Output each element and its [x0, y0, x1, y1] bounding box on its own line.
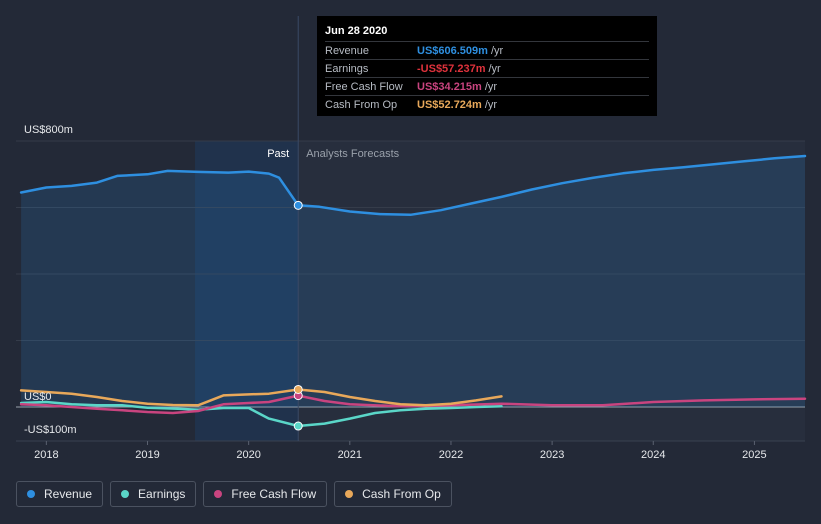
tooltip-unit: /yr: [484, 98, 498, 111]
hover-tooltip: Jun 28 2020 Revenue US$606.509m /yr Earn…: [317, 16, 657, 116]
tooltip-label: Revenue: [325, 44, 370, 57]
tooltip-value: US$34.215m: [417, 80, 482, 93]
x-tick-label: 2023: [540, 449, 564, 461]
tooltip-unit: /yr: [484, 80, 498, 93]
legend-dot-icon: [214, 490, 223, 498]
x-tick-label: 2024: [641, 449, 665, 461]
tooltip-label: Earnings: [325, 62, 369, 75]
line-cash-from-op: [19, 388, 503, 407]
tooltip-row-free-cash-flow: Free Cash Flow US$34.215m /yr: [325, 77, 649, 95]
forecast-shade: [298, 141, 805, 441]
x-tick-label: 2025: [742, 449, 766, 461]
tooltip-value: -US$57.237m: [417, 62, 486, 75]
legend-item-cash-from-op[interactable]: Cash From Op: [334, 481, 452, 507]
y-tick-label-zero: US$0: [24, 391, 52, 403]
tooltip-row-cash-from-op: Cash From Op US$52.724m /yr: [325, 95, 649, 113]
legend-dot-icon: [27, 490, 35, 498]
hover-markers: [293, 200, 303, 431]
line-earnings: [19, 400, 503, 428]
x-tick-label: 2019: [135, 449, 159, 461]
legend-item-earnings[interactable]: Earnings: [110, 481, 197, 507]
line-revenue: [19, 154, 807, 217]
x-axis-ticks: 2018 2019 2020 2021 2022 2023 2024 2025: [34, 441, 767, 461]
tooltip-value: US$52.724m: [417, 98, 482, 111]
legend-item-revenue[interactable]: Revenue: [16, 481, 104, 507]
marker-revenue: [293, 200, 303, 210]
x-tick-label: 2018: [34, 449, 58, 461]
tooltip-unit: /yr: [490, 44, 504, 57]
forecast-label: Analysts Forecasts: [306, 148, 399, 160]
legend-label: Free Cash Flow: [231, 487, 317, 501]
tooltip-unit: /yr: [488, 62, 501, 75]
legend-label: Cash From Op: [362, 487, 441, 501]
tooltip-date: Jun 28 2020: [325, 25, 388, 37]
tooltip-row-earnings: Earnings -US$57.237m /yr: [325, 59, 649, 77]
legend-label: Revenue: [44, 487, 93, 501]
tooltip-label: Cash From Op: [325, 98, 398, 111]
marker-cash-from-op: [293, 384, 303, 394]
x-tick-label: 2021: [338, 449, 362, 461]
area-revenue: [21, 156, 806, 407]
area-fills: [21, 156, 806, 407]
legend-dot-icon: [345, 490, 354, 498]
legend-dot-icon: [121, 490, 130, 498]
x-tick-label: 2020: [236, 449, 260, 461]
marker-earnings: [293, 421, 303, 431]
tooltip-row-revenue: Revenue US$606.509m /yr: [325, 41, 649, 59]
tooltip-value: US$606.509m: [417, 44, 488, 57]
past-label: Past: [267, 148, 289, 160]
legend-item-free-cash-flow[interactable]: Free Cash Flow: [203, 481, 328, 507]
x-tick-label: 2022: [439, 449, 463, 461]
y-tick-label-bottom: -US$100m: [24, 424, 77, 436]
chart-legend: Revenue Earnings Free Cash Flow Cash Fro…: [16, 481, 452, 507]
y-tick-label-top: US$800m: [24, 124, 73, 136]
tooltip-label: Free Cash Flow: [325, 80, 403, 93]
legend-label: Earnings: [138, 487, 186, 501]
